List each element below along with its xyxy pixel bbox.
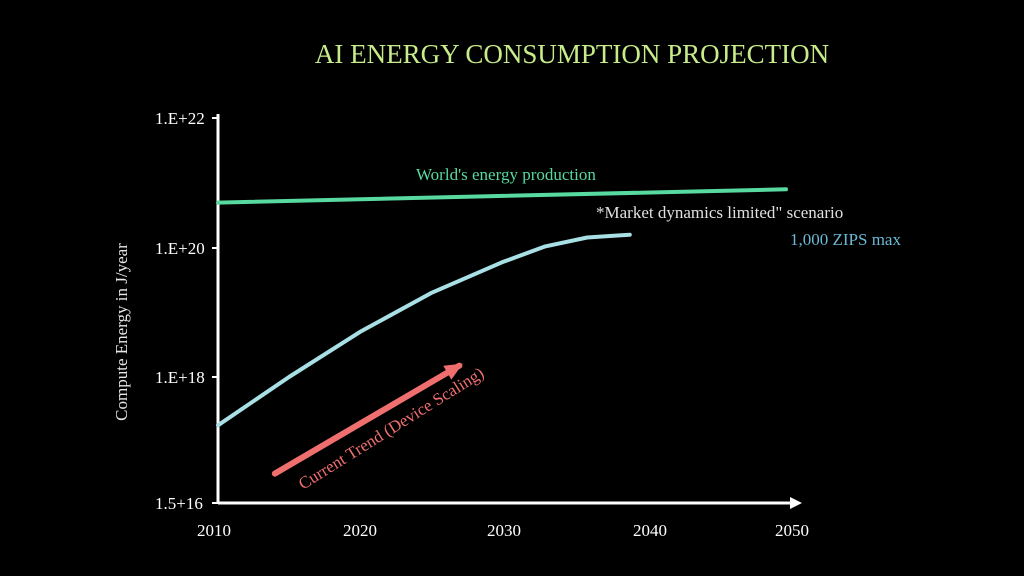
y-tick-label: 1.5+16 xyxy=(155,494,203,513)
y-tick-label: 1.E+22 xyxy=(155,109,205,128)
tick-labels: 1.5+16 1.E+18 1.E+20 1.E+22 2010 2020 2030 2040… xyxy=(155,109,809,540)
x-tick-label: 2030 xyxy=(487,521,521,540)
axes xyxy=(212,114,802,509)
series-group xyxy=(216,187,788,477)
series-market-scenario-line xyxy=(216,232,632,428)
annotation-current-trend: Current Trend (Device Scaling) xyxy=(295,363,487,493)
x-tick-label: 2040 xyxy=(633,521,667,540)
current-trend-arrowhead xyxy=(443,363,463,380)
x-tick-label: 2050 xyxy=(775,521,809,540)
annotation-market-scenario: *Market dynamics limited" scenario xyxy=(596,203,843,222)
y-tick-label: 1.E+18 xyxy=(155,368,205,387)
x-axis-arrow xyxy=(790,497,802,509)
x-tick-label: 2010 xyxy=(197,521,231,540)
y-tick-label: 1.E+20 xyxy=(155,239,205,258)
y-axis-label: Compute Energy in J/year xyxy=(112,243,131,421)
annotation-world-energy: World's energy production xyxy=(416,165,596,184)
x-tick-label: 2020 xyxy=(343,521,377,540)
series-world-energy-line xyxy=(216,187,788,205)
chart-title: AI ENERGY CONSUMPTION PROJECTION xyxy=(315,39,829,69)
annotation-zips-max: 1,000 ZIPS max xyxy=(790,230,901,249)
series-current-trend-line xyxy=(271,362,463,477)
